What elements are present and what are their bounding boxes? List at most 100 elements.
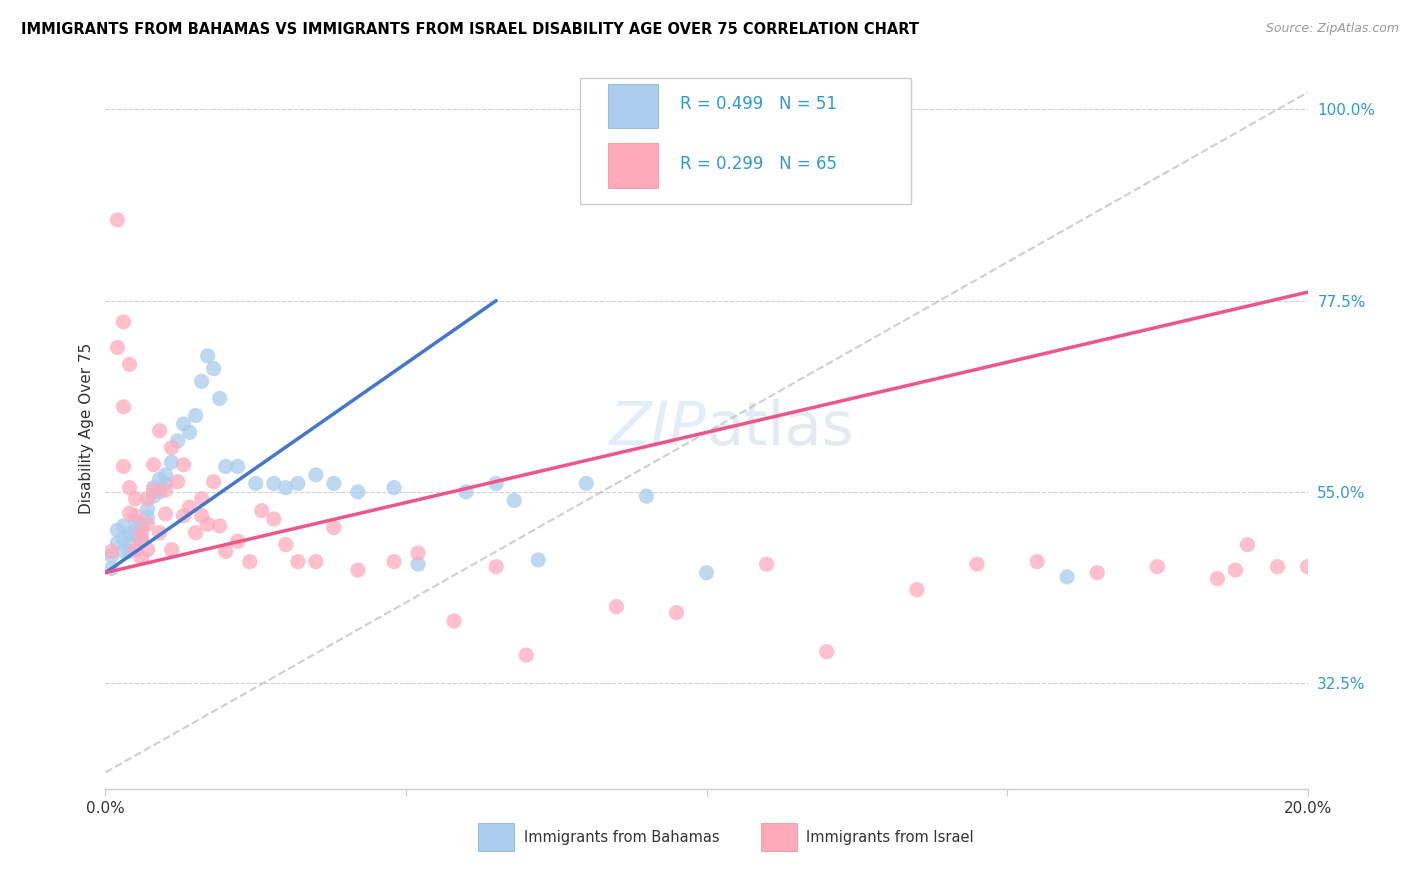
Point	[184, 409, 207, 423]
Point	[202, 361, 225, 376]
Point	[148, 472, 170, 486]
Point	[443, 614, 465, 628]
Point	[322, 520, 344, 534]
Point	[107, 536, 129, 550]
Text: R = 0.499   N = 51: R = 0.499 N = 51	[681, 95, 837, 113]
FancyBboxPatch shape	[581, 78, 911, 204]
Point	[142, 489, 165, 503]
Point	[155, 507, 177, 521]
Point	[112, 544, 135, 558]
Point	[605, 599, 627, 614]
Point	[148, 424, 170, 438]
Point	[966, 557, 988, 571]
Point	[136, 510, 159, 524]
Point	[1056, 570, 1078, 584]
Point	[905, 582, 928, 597]
Point	[382, 555, 405, 569]
Point	[305, 555, 328, 569]
Point	[305, 467, 328, 482]
Point	[155, 476, 177, 491]
Point	[124, 527, 146, 541]
Point	[1236, 538, 1258, 552]
Point	[208, 392, 231, 406]
Point	[124, 491, 146, 506]
Point	[406, 546, 429, 560]
Point	[112, 315, 135, 329]
Bar	[761, 823, 797, 851]
Point	[136, 502, 159, 516]
Point	[1296, 559, 1319, 574]
Point	[263, 476, 285, 491]
Point	[226, 534, 249, 549]
Point	[347, 563, 370, 577]
Point	[1026, 555, 1049, 569]
Point	[1146, 559, 1168, 574]
Text: ZIP: ZIP	[610, 399, 707, 458]
Point	[527, 553, 550, 567]
Point	[118, 536, 141, 550]
Point	[100, 561, 122, 575]
Point	[202, 475, 225, 489]
Point	[696, 566, 718, 580]
Point	[382, 481, 405, 495]
Bar	[607, 84, 658, 128]
Point	[636, 489, 658, 503]
Point	[239, 555, 262, 569]
Point	[263, 512, 285, 526]
Point	[107, 213, 129, 227]
Point	[214, 544, 236, 558]
Bar	[607, 144, 658, 188]
Point	[322, 476, 344, 491]
Point	[515, 648, 537, 662]
Point	[118, 506, 141, 520]
Point	[160, 455, 183, 469]
Point	[107, 340, 129, 354]
Point	[755, 557, 778, 571]
Point	[112, 459, 135, 474]
Point	[179, 500, 201, 515]
Point	[136, 491, 159, 506]
Point	[190, 491, 212, 506]
Point	[190, 375, 212, 389]
Text: R = 0.299   N = 65: R = 0.299 N = 65	[681, 155, 837, 173]
Point	[197, 349, 219, 363]
Point	[287, 476, 309, 491]
Point	[347, 484, 370, 499]
Point	[208, 519, 231, 533]
Point	[274, 481, 297, 495]
Point	[136, 542, 159, 557]
Point	[148, 525, 170, 540]
Text: atlas: atlas	[707, 399, 853, 458]
Point	[118, 481, 141, 495]
Point	[575, 476, 598, 491]
Point	[112, 519, 135, 533]
Point	[148, 484, 170, 499]
Text: Immigrants from Israel: Immigrants from Israel	[806, 830, 974, 845]
Point	[173, 417, 195, 431]
Text: Source: ZipAtlas.com: Source: ZipAtlas.com	[1265, 22, 1399, 36]
Point	[173, 458, 195, 472]
Point	[665, 606, 688, 620]
Point	[118, 544, 141, 558]
Point	[142, 483, 165, 498]
Point	[131, 519, 153, 533]
Point	[250, 503, 273, 517]
Point	[406, 557, 429, 571]
Text: Immigrants from Bahamas: Immigrants from Bahamas	[524, 830, 720, 845]
Point	[124, 508, 146, 523]
Bar	[478, 823, 515, 851]
Point	[118, 358, 141, 372]
Point	[107, 523, 129, 537]
Point	[131, 533, 153, 548]
Point	[131, 532, 153, 546]
Y-axis label: Disability Age Over 75: Disability Age Over 75	[79, 343, 94, 514]
Point	[142, 481, 165, 495]
Point	[131, 525, 153, 540]
Point	[112, 532, 135, 546]
Point	[131, 551, 153, 566]
Point	[226, 459, 249, 474]
Text: IMMIGRANTS FROM BAHAMAS VS IMMIGRANTS FROM ISRAEL DISABILITY AGE OVER 75 CORRELA: IMMIGRANTS FROM BAHAMAS VS IMMIGRANTS FR…	[21, 22, 920, 37]
Point	[112, 400, 135, 414]
Point	[179, 425, 201, 440]
Point	[166, 475, 188, 489]
